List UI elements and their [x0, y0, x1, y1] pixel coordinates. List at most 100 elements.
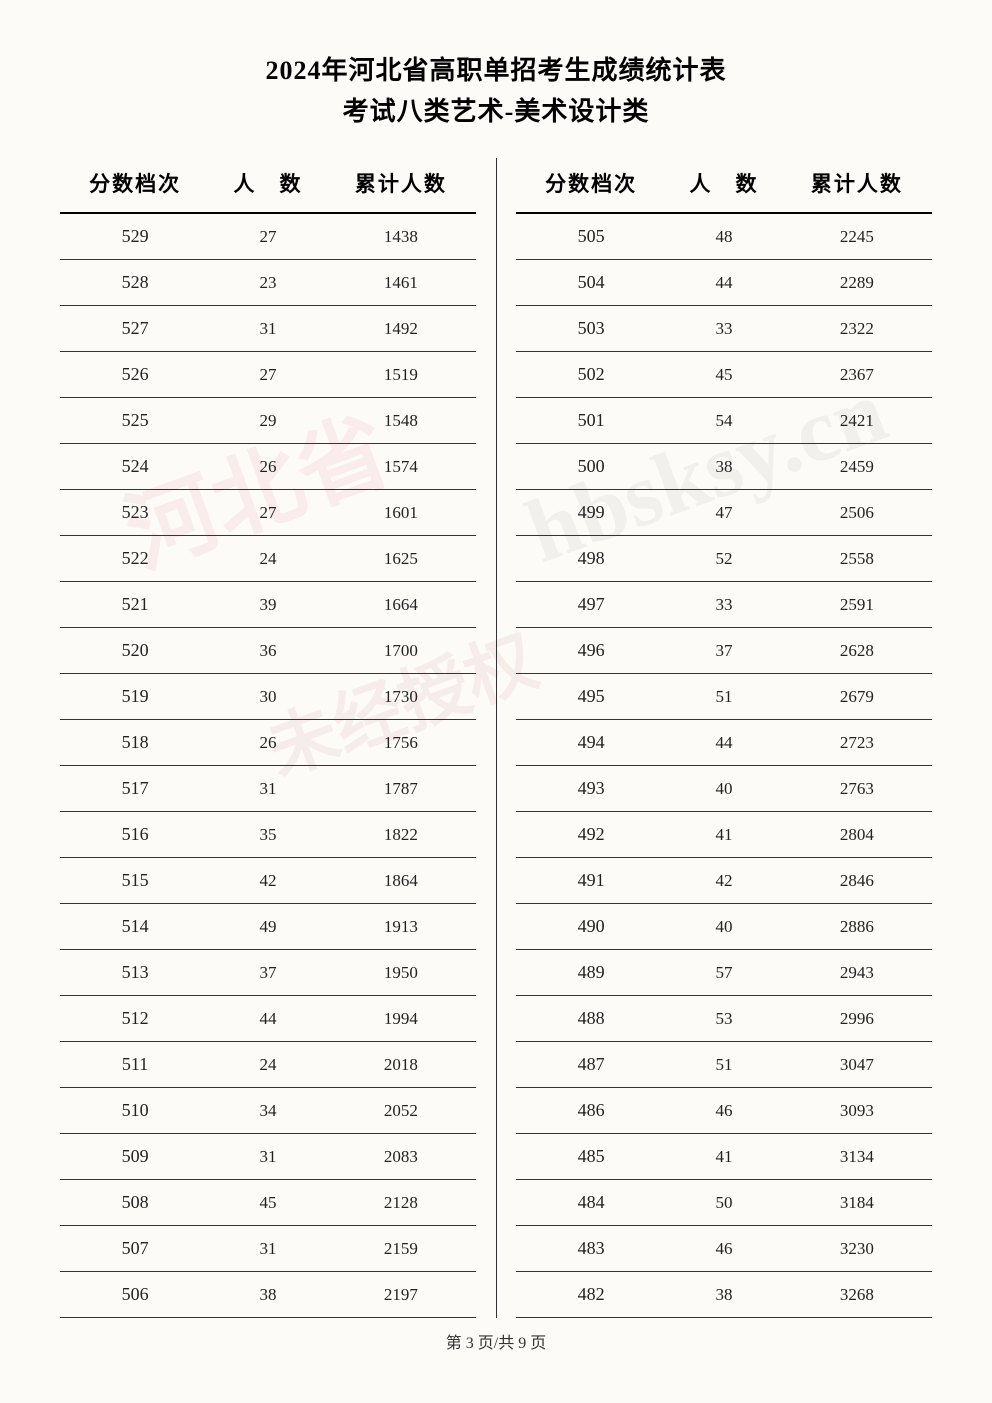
score-cell: 483	[516, 1226, 666, 1272]
count-cell: 47	[666, 490, 782, 536]
score-cell: 489	[516, 950, 666, 996]
cumulative-cell: 2996	[782, 996, 932, 1042]
score-cell: 519	[60, 674, 210, 720]
score-cell: 498	[516, 536, 666, 582]
cumulative-cell: 1864	[326, 858, 476, 904]
score-cell: 512	[60, 996, 210, 1042]
cumulative-cell: 2128	[326, 1180, 476, 1226]
count-cell: 44	[666, 720, 782, 766]
table-row: 515421864	[60, 858, 476, 904]
table-row: 518261756	[60, 720, 476, 766]
header-cumulative: 累计人数	[782, 158, 932, 213]
score-cell: 486	[516, 1088, 666, 1134]
table-row: 486463093	[516, 1088, 932, 1134]
count-cell: 46	[666, 1226, 782, 1272]
count-cell: 29	[210, 398, 326, 444]
count-cell: 37	[666, 628, 782, 674]
header-score: 分数档次	[516, 158, 666, 213]
cumulative-cell: 1492	[326, 306, 476, 352]
cumulative-cell: 1822	[326, 812, 476, 858]
table-row: 504442289	[516, 260, 932, 306]
score-cell: 527	[60, 306, 210, 352]
count-cell: 31	[210, 1134, 326, 1180]
header-count: 人 数	[210, 158, 326, 213]
count-cell: 49	[210, 904, 326, 950]
table-header-row: 分数档次 人 数 累计人数	[516, 158, 932, 213]
count-cell: 42	[666, 858, 782, 904]
right-score-table: 分数档次 人 数 累计人数 50548224550444228950333232…	[516, 158, 932, 1318]
score-cell: 524	[60, 444, 210, 490]
count-cell: 30	[210, 674, 326, 720]
score-cell: 511	[60, 1042, 210, 1088]
score-cell: 504	[516, 260, 666, 306]
cumulative-cell: 2421	[782, 398, 932, 444]
score-cell: 488	[516, 996, 666, 1042]
cumulative-cell: 2052	[326, 1088, 476, 1134]
count-cell: 45	[666, 352, 782, 398]
table-row: 507312159	[60, 1226, 476, 1272]
count-cell: 34	[210, 1088, 326, 1134]
cumulative-cell: 1548	[326, 398, 476, 444]
count-cell: 23	[210, 260, 326, 306]
score-cell: 508	[60, 1180, 210, 1226]
cumulative-cell: 2628	[782, 628, 932, 674]
cumulative-cell: 2367	[782, 352, 932, 398]
score-cell: 482	[516, 1272, 666, 1318]
score-cell: 490	[516, 904, 666, 950]
score-cell: 520	[60, 628, 210, 674]
score-cell: 496	[516, 628, 666, 674]
right-table-column: 分数档次 人 数 累计人数 50548224550444228950333232…	[516, 158, 932, 1318]
cumulative-cell: 2459	[782, 444, 932, 490]
header-cumulative: 累计人数	[326, 158, 476, 213]
score-cell: 525	[60, 398, 210, 444]
count-cell: 51	[666, 674, 782, 720]
tables-container: 分数档次 人 数 累计人数 52927143852823146152731149…	[60, 158, 932, 1318]
cumulative-cell: 2886	[782, 904, 932, 950]
table-header-row: 分数档次 人 数 累计人数	[60, 158, 476, 213]
cumulative-cell: 1787	[326, 766, 476, 812]
table-row: 521391664	[60, 582, 476, 628]
cumulative-cell: 1601	[326, 490, 476, 536]
score-cell: 506	[60, 1272, 210, 1318]
score-cell: 516	[60, 812, 210, 858]
score-cell: 526	[60, 352, 210, 398]
count-cell: 27	[210, 490, 326, 536]
cumulative-cell: 1730	[326, 674, 476, 720]
score-cell: 491	[516, 858, 666, 904]
cumulative-cell: 3230	[782, 1226, 932, 1272]
count-cell: 40	[666, 904, 782, 950]
table-row: 495512679	[516, 674, 932, 720]
score-cell: 522	[60, 536, 210, 582]
table-row: 526271519	[60, 352, 476, 398]
cumulative-cell: 3268	[782, 1272, 932, 1318]
cumulative-cell: 3134	[782, 1134, 932, 1180]
count-cell: 54	[666, 398, 782, 444]
count-cell: 46	[666, 1088, 782, 1134]
table-row: 487513047	[516, 1042, 932, 1088]
table-row: 520361700	[60, 628, 476, 674]
score-cell: 523	[60, 490, 210, 536]
cumulative-cell: 2245	[782, 213, 932, 260]
count-cell: 38	[666, 1272, 782, 1318]
score-cell: 509	[60, 1134, 210, 1180]
table-row: 506382197	[60, 1272, 476, 1318]
table-row: 494442723	[516, 720, 932, 766]
cumulative-cell: 1438	[326, 213, 476, 260]
cumulative-cell: 1574	[326, 444, 476, 490]
score-cell: 510	[60, 1088, 210, 1134]
table-row: 491422846	[516, 858, 932, 904]
count-cell: 39	[210, 582, 326, 628]
cumulative-cell: 1756	[326, 720, 476, 766]
score-cell: 493	[516, 766, 666, 812]
table-row: 492412804	[516, 812, 932, 858]
cumulative-cell: 2322	[782, 306, 932, 352]
table-row: 496372628	[516, 628, 932, 674]
count-cell: 27	[210, 352, 326, 398]
table-row: 489572943	[516, 950, 932, 996]
table-row: 482383268	[516, 1272, 932, 1318]
cumulative-cell: 2159	[326, 1226, 476, 1272]
table-row: 502452367	[516, 352, 932, 398]
score-cell: 529	[60, 213, 210, 260]
table-row: 505482245	[516, 213, 932, 260]
table-row: 490402886	[516, 904, 932, 950]
